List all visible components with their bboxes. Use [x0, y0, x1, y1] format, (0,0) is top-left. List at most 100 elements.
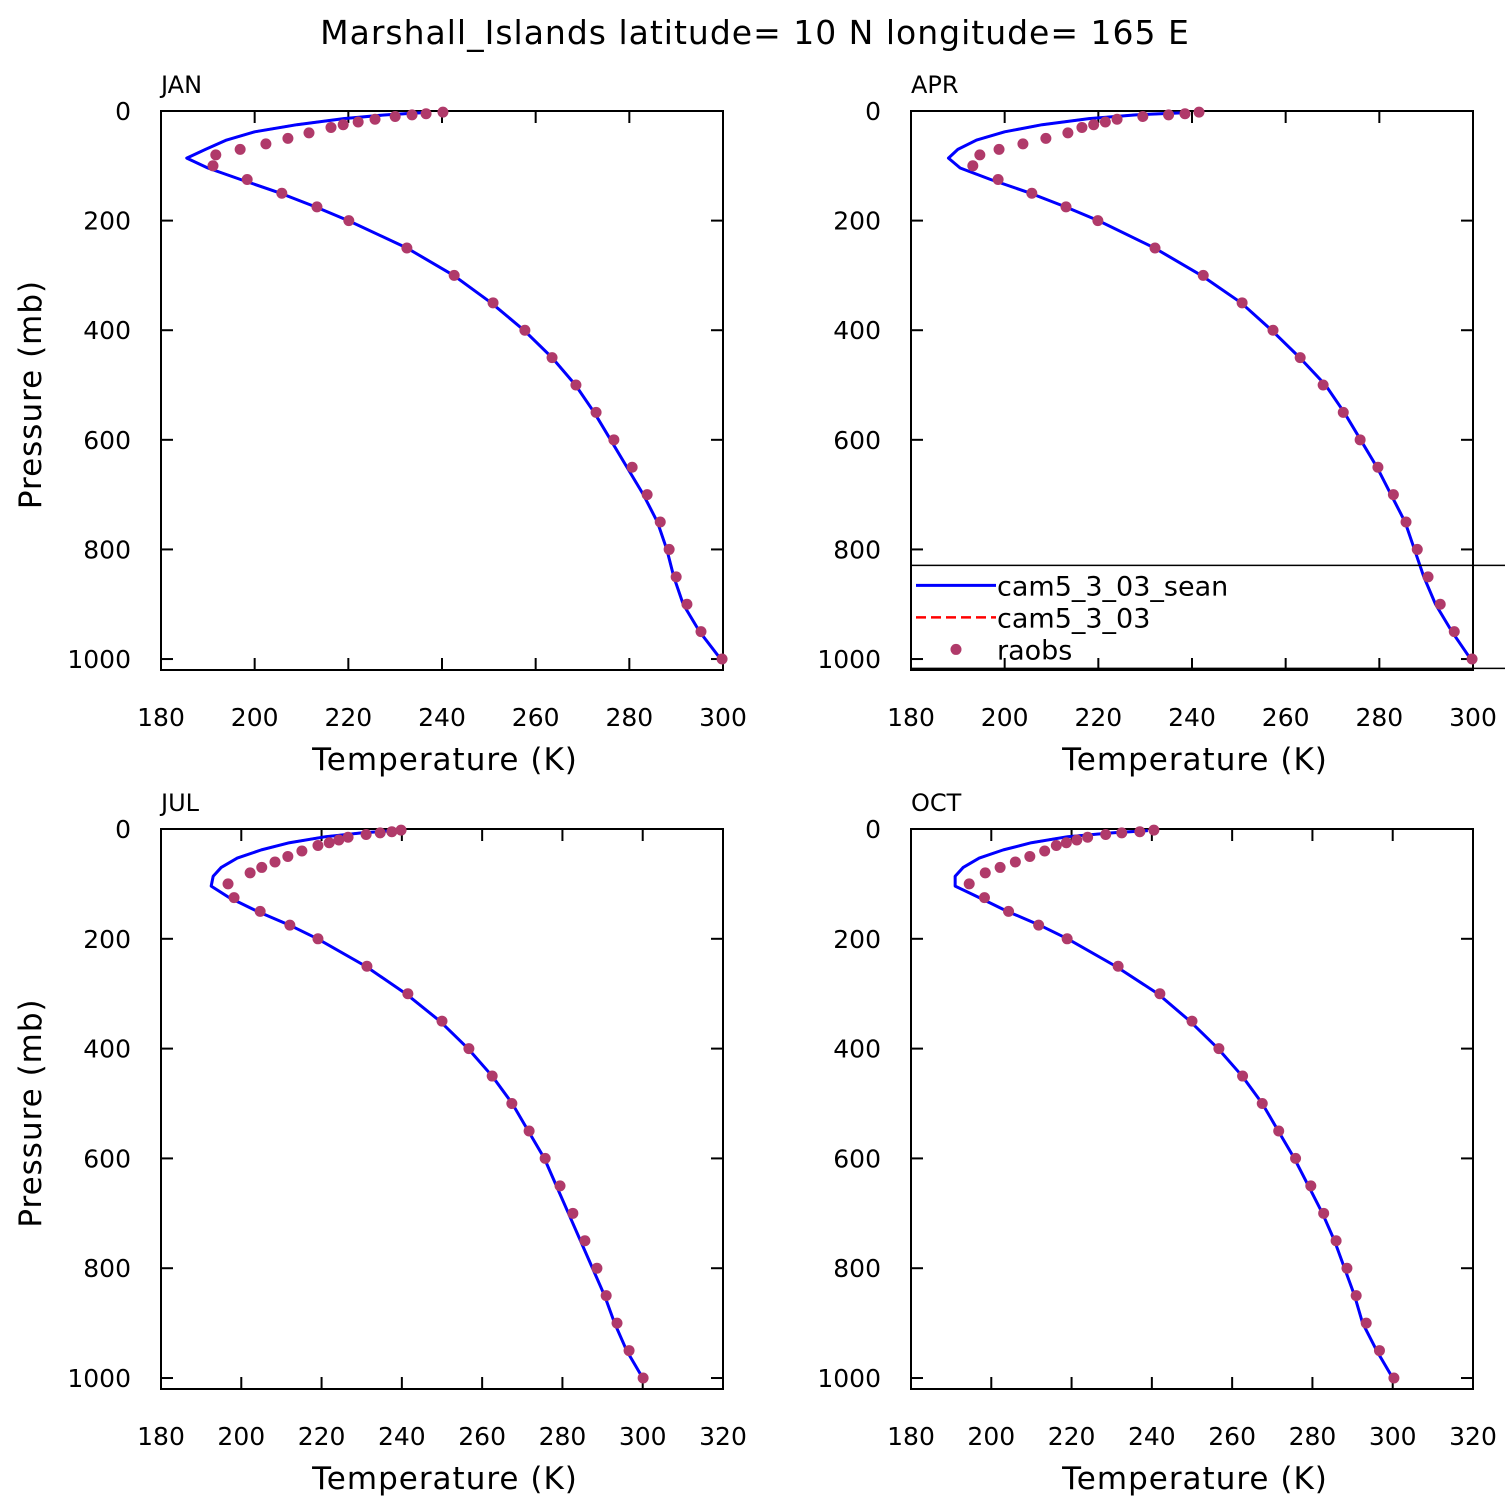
- x-tick-label: 240: [418, 703, 466, 732]
- raob-point: [222, 878, 234, 890]
- raob-point: [567, 1207, 579, 1219]
- panel-title: JAN: [159, 71, 202, 99]
- x-tick-label: 240: [1128, 1422, 1176, 1451]
- raob-point: [1337, 406, 1349, 418]
- raob-point: [1111, 113, 1123, 125]
- raob-point: [963, 878, 975, 890]
- raob-point: [311, 201, 323, 213]
- x-tick-label: 200: [231, 703, 279, 732]
- x-tick-label: 280: [605, 703, 653, 732]
- raob-point: [1071, 834, 1083, 846]
- raob-point: [1040, 132, 1052, 144]
- raob-point: [523, 1125, 535, 1137]
- raob-point: [994, 861, 1006, 873]
- raob-point: [1350, 1290, 1362, 1302]
- y-tick-label: 800: [833, 535, 881, 564]
- raob-point: [369, 113, 381, 125]
- legend-label: cam5_3_03: [997, 603, 1150, 634]
- raob-point: [591, 1262, 603, 1274]
- raob-point: [244, 867, 256, 879]
- raob-point: [1026, 187, 1038, 199]
- raob-point: [360, 828, 372, 840]
- x-axis-label: Temperature (K): [1061, 742, 1328, 778]
- raob-point: [402, 988, 414, 1000]
- raob-point: [303, 127, 315, 139]
- y-tick-label: 800: [83, 1254, 131, 1283]
- legend-label: cam5_3_03_sean: [997, 571, 1228, 602]
- y-tick-label: 600: [83, 426, 131, 455]
- raob-point: [1466, 653, 1478, 665]
- x-tick-label: 180: [887, 1422, 935, 1451]
- raob-point: [1434, 598, 1446, 610]
- y-tick-label: 200: [833, 207, 881, 236]
- plot-frame: [910, 828, 1474, 1390]
- raob-point: [626, 461, 638, 473]
- x-tick-label: 280: [539, 1422, 587, 1451]
- x-tick-label: 220: [298, 1422, 346, 1451]
- raob-point: [406, 109, 418, 121]
- x-tick-label: 240: [1168, 703, 1216, 732]
- raob-point: [276, 187, 288, 199]
- raob-point: [579, 1235, 591, 1247]
- raob-point: [546, 352, 558, 364]
- raob-point: [361, 960, 373, 972]
- raob-point: [241, 174, 253, 186]
- y-tick-label: 0: [115, 97, 131, 126]
- raob-point: [269, 856, 281, 868]
- raob-point: [1341, 1262, 1353, 1274]
- y-tick-label: 1000: [67, 645, 131, 674]
- x-tick-label: 220: [1048, 1422, 1096, 1451]
- raob-point: [1148, 824, 1160, 836]
- raob-point: [1186, 1015, 1198, 1027]
- raob-point: [1411, 543, 1423, 555]
- raob-point: [570, 379, 582, 391]
- raob-point: [1317, 379, 1329, 391]
- raob-point: [210, 149, 222, 161]
- plot-frame: [160, 828, 724, 1390]
- y-tick-label: 0: [865, 97, 881, 126]
- raob-point: [1061, 933, 1073, 945]
- y-tick-label: 600: [833, 1144, 881, 1173]
- raob-point: [1039, 845, 1051, 857]
- x-tick-label: 300: [699, 703, 747, 732]
- raob-point: [352, 116, 364, 128]
- raob-point: [716, 653, 728, 665]
- x-tick-label: 320: [699, 1422, 747, 1451]
- x-tick-label: 200: [981, 703, 1029, 732]
- raob-point: [256, 861, 268, 873]
- raob-point: [1134, 826, 1146, 838]
- raob-point: [343, 215, 355, 227]
- x-tick-label: 320: [1449, 1422, 1497, 1451]
- raob-point: [1060, 837, 1072, 849]
- raob-point: [1076, 121, 1088, 133]
- raob-point: [1062, 127, 1074, 139]
- raob-point: [1400, 516, 1412, 528]
- x-tick-label: 180: [137, 703, 185, 732]
- raob-point: [1092, 215, 1104, 227]
- y-tick-label: 400: [83, 1035, 131, 1064]
- raob-point: [1100, 828, 1112, 840]
- x-tick-label: 300: [1449, 703, 1497, 732]
- raob-point: [437, 106, 449, 118]
- raob-point: [333, 834, 345, 846]
- y-tick-label: 200: [83, 207, 131, 236]
- raob-point: [663, 543, 675, 555]
- x-tick-label: 300: [1369, 1422, 1417, 1451]
- raob-point: [993, 143, 1005, 155]
- raob-point: [228, 892, 240, 904]
- panel-title: JUL: [159, 789, 200, 817]
- x-tick-label: 220: [324, 703, 372, 732]
- legend-label: raobs: [997, 635, 1072, 666]
- raob-point: [590, 406, 602, 418]
- raob-point: [1294, 352, 1306, 364]
- raob-point: [1116, 827, 1128, 839]
- y-tick-label: 800: [83, 535, 131, 564]
- raob-point: [974, 149, 986, 161]
- raob-point: [282, 850, 294, 862]
- raob-point: [600, 1290, 612, 1302]
- raob-point: [654, 516, 666, 528]
- x-tick-label: 180: [137, 1422, 185, 1451]
- raob-point: [342, 831, 354, 843]
- y-tick-label: 400: [833, 1035, 881, 1064]
